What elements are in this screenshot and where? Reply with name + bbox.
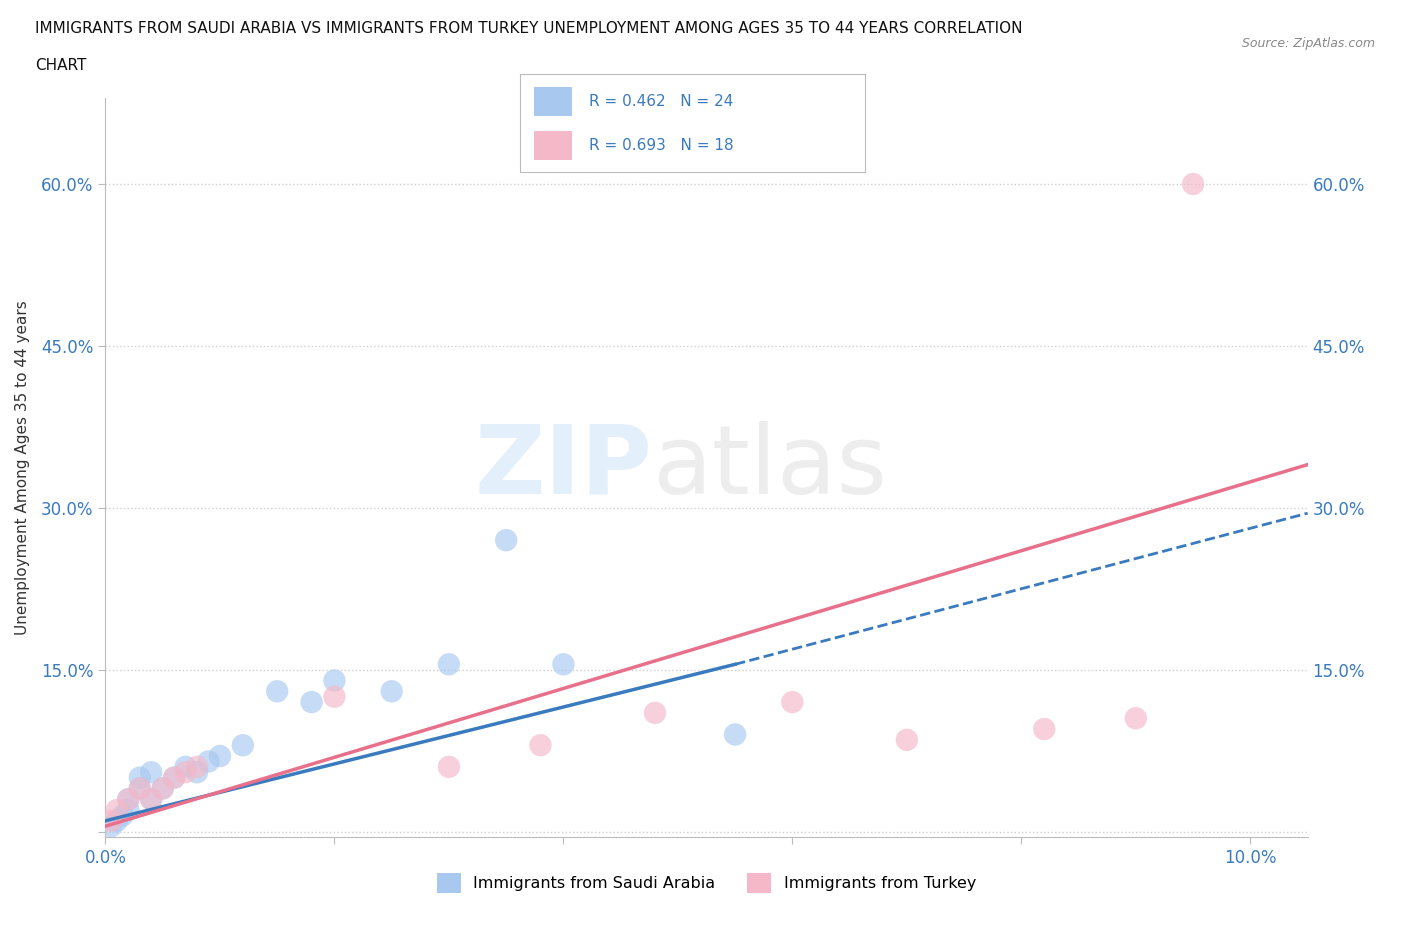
Point <box>117 791 139 806</box>
Point <box>105 814 128 829</box>
Point <box>163 770 186 785</box>
Point <box>323 673 346 688</box>
Point <box>163 770 186 785</box>
Point <box>1033 722 1056 737</box>
Text: Source: ZipAtlas.com: Source: ZipAtlas.com <box>1241 37 1375 50</box>
Point <box>128 781 150 796</box>
Point <box>232 737 254 752</box>
Y-axis label: Unemployment Among Ages 35 to 44 years: Unemployment Among Ages 35 to 44 years <box>15 300 30 634</box>
Point <box>782 695 804 710</box>
Point <box>100 818 122 833</box>
Point <box>105 803 128 817</box>
Point <box>437 657 460 671</box>
Point <box>208 749 231 764</box>
Point <box>141 764 163 779</box>
Text: atlas: atlas <box>652 420 887 513</box>
Point <box>644 706 666 721</box>
Point <box>529 737 551 752</box>
Point <box>128 770 150 785</box>
Point <box>724 727 747 742</box>
Text: R = 0.693   N = 18: R = 0.693 N = 18 <box>589 138 734 153</box>
Text: R = 0.462   N = 24: R = 0.462 N = 24 <box>589 94 734 109</box>
Point <box>111 808 134 823</box>
Point <box>437 760 460 775</box>
Point <box>174 764 197 779</box>
Point <box>301 695 323 710</box>
Text: ZIP: ZIP <box>475 420 652 513</box>
Point <box>174 760 197 775</box>
Point <box>1182 177 1205 192</box>
Point <box>186 764 208 779</box>
Text: CHART: CHART <box>35 58 87 73</box>
Bar <box>534 131 572 160</box>
Point <box>197 754 219 769</box>
Point <box>128 781 150 796</box>
Bar <box>534 87 572 116</box>
Point <box>896 733 918 748</box>
Point <box>117 803 139 817</box>
Point <box>152 781 174 796</box>
Point <box>141 791 163 806</box>
Point <box>152 781 174 796</box>
Point <box>323 689 346 704</box>
Point <box>100 814 122 829</box>
Point <box>1125 711 1147 725</box>
Point <box>141 791 163 806</box>
Point <box>117 791 139 806</box>
Point <box>381 684 404 698</box>
Text: IMMIGRANTS FROM SAUDI ARABIA VS IMMIGRANTS FROM TURKEY UNEMPLOYMENT AMONG AGES 3: IMMIGRANTS FROM SAUDI ARABIA VS IMMIGRAN… <box>35 21 1022 36</box>
Point <box>186 760 208 775</box>
Point <box>553 657 575 671</box>
Legend: Immigrants from Saudi Arabia, Immigrants from Turkey: Immigrants from Saudi Arabia, Immigrants… <box>430 867 983 899</box>
Point <box>495 533 517 548</box>
Point <box>266 684 288 698</box>
